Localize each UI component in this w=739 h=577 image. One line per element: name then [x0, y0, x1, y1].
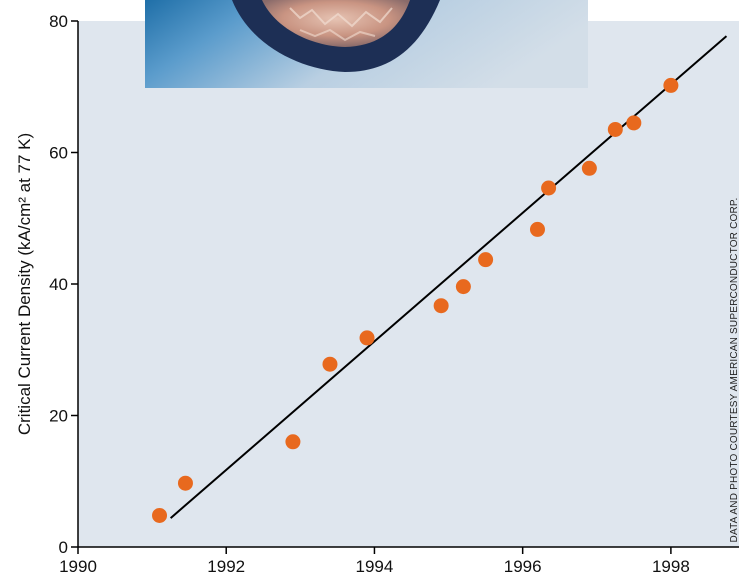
- y-tick-label: 60: [49, 144, 68, 163]
- x-tick-label: 1994: [356, 557, 394, 576]
- data-point: [177, 475, 193, 491]
- data-point: [607, 121, 623, 137]
- plot-area: [78, 21, 739, 547]
- data-point: [581, 160, 597, 176]
- inset-photo: [145, 0, 588, 88]
- data-point: [541, 180, 557, 196]
- y-tick-label: 40: [49, 275, 68, 294]
- data-point: [322, 356, 338, 372]
- y-axis-label: Critical Current Density (kA/cm² at 77 K…: [15, 133, 34, 435]
- data-point: [478, 252, 494, 268]
- x-tick-label: 1996: [504, 557, 542, 576]
- data-point: [285, 434, 301, 450]
- x-tick-label: 1998: [652, 557, 690, 576]
- data-point: [626, 115, 642, 131]
- data-point: [663, 77, 679, 93]
- y-tick-label: 80: [49, 12, 68, 31]
- x-tick-label: 1992: [207, 557, 245, 576]
- data-point: [529, 221, 545, 237]
- data-point: [359, 330, 375, 346]
- data-point: [433, 298, 449, 314]
- y-tick-label: 20: [49, 407, 68, 426]
- data-point: [455, 279, 471, 295]
- credit-text: DATA AND PHOTO COURTESY AMERICAN SUPERCO…: [729, 198, 739, 543]
- x-tick-label: 1990: [59, 557, 97, 576]
- data-point: [152, 507, 168, 523]
- y-tick-label: 0: [59, 538, 68, 557]
